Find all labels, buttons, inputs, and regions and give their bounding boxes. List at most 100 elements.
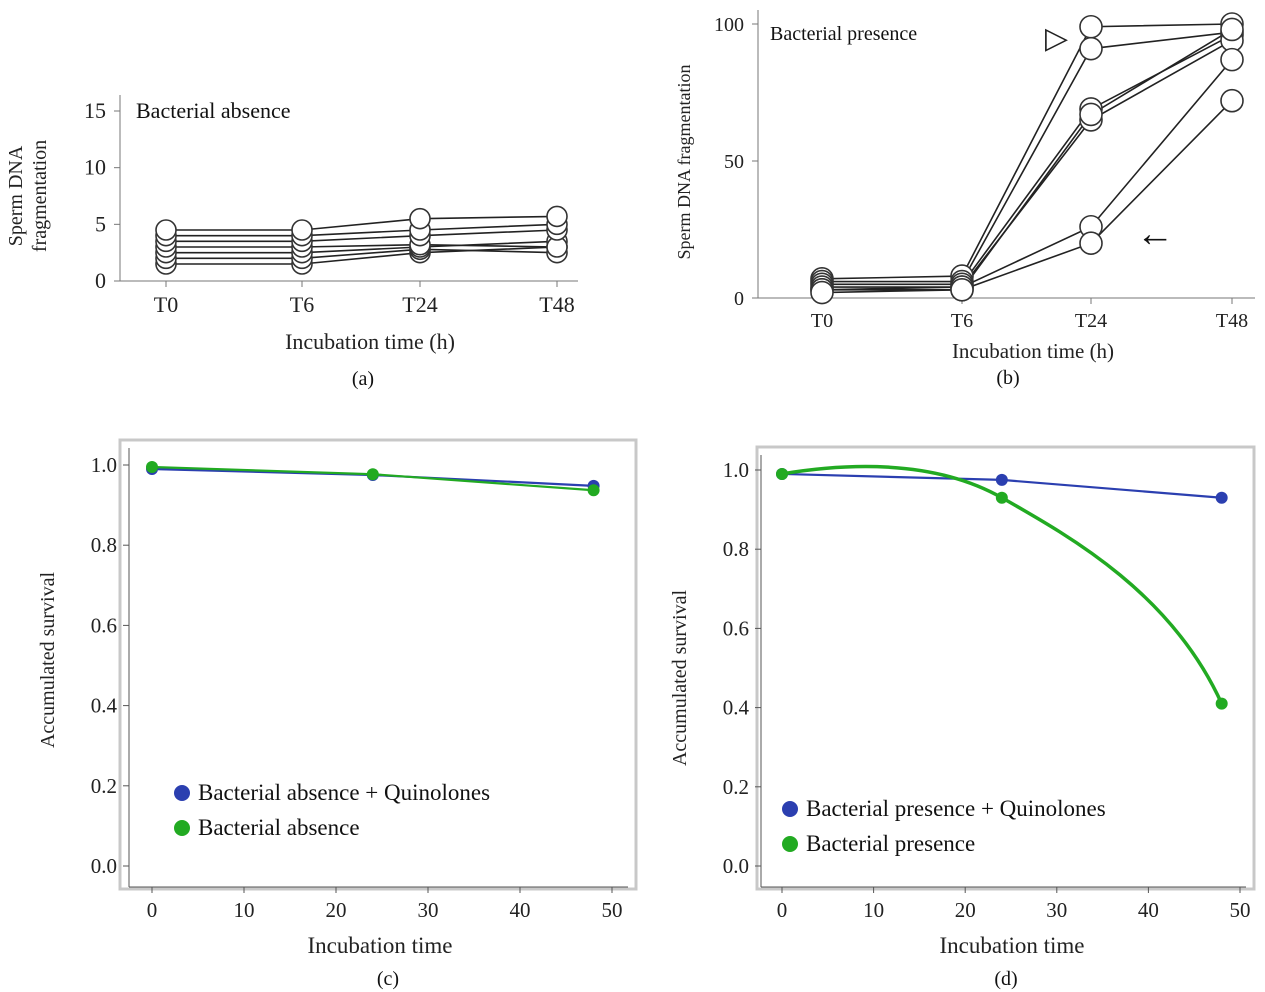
x-tick-label: T48: [539, 292, 574, 317]
series-line: [166, 223, 558, 237]
series-line: [166, 246, 558, 265]
x-tick-label: T48: [1216, 310, 1248, 332]
data-point: [146, 461, 158, 474]
y-tick-label: 5: [95, 211, 106, 236]
plot-frame: [755, 445, 1256, 891]
y-axis-label-line: fragmentation: [29, 140, 51, 252]
data-point: [950, 277, 974, 302]
y-tick-label: 0.6: [723, 616, 749, 640]
legend-marker: [782, 836, 798, 852]
x-tick-label: 40: [510, 898, 531, 922]
y-axis-label: Sperm DNA fragmentation: [674, 65, 694, 260]
y-tick-label: 0: [95, 268, 106, 293]
series-line: [821, 23, 1233, 280]
data-point: [155, 219, 177, 241]
legend-label: Bacterial presence: [806, 831, 975, 856]
x-tick-label: 30: [418, 898, 439, 922]
y-axis-label: Accumulated survival: [669, 590, 691, 766]
y-tick-label: 10: [84, 155, 106, 180]
panel-caption: (c): [377, 968, 399, 990]
x-tick-label: 50: [1230, 898, 1251, 922]
series-line: [822, 28, 1233, 291]
series-line: [166, 248, 558, 260]
data-point: [1215, 697, 1228, 710]
arrow-marker: ←: [1136, 213, 1174, 255]
legend-marker: [782, 801, 798, 817]
y-tick-label: 1.0: [91, 453, 117, 477]
y-tick-label: 0.0: [91, 854, 117, 878]
legend-label: Bacterial presence + Quinolones: [806, 796, 1106, 821]
panel-c: 0.0 0.2 0.4 0.6 0.8 1.0 0 10 20 30 40 50 Bacterial a…: [37, 438, 638, 990]
legend-label: Bacterial absence + Quinolones: [198, 780, 490, 805]
data-point: [366, 468, 379, 481]
x-tick-label: T6: [951, 310, 973, 332]
data-point: [409, 207, 431, 230]
data-point: [1220, 88, 1244, 113]
x-tick-label: 40: [1138, 898, 1159, 922]
x-axis-label: Incubation time (h): [285, 329, 455, 354]
y-axis-label: Sperm DNA fragmentation: [5, 140, 51, 252]
x-tick-label: 10: [234, 898, 255, 922]
x-axis-label: Incubation time (h): [952, 339, 1114, 363]
data-point: [1079, 36, 1103, 61]
x-axis-label: Incubation time: [940, 933, 1085, 958]
y-tick-label: 100: [714, 14, 744, 36]
x-tick-label: 50: [602, 898, 623, 922]
data-point: [1215, 491, 1228, 504]
legend-marker: [174, 820, 190, 836]
data-point: [995, 491, 1008, 504]
series-line: [821, 59, 1233, 291]
series-line: [166, 243, 558, 248]
x-tick-label: T24: [1075, 310, 1107, 332]
y-tick-label: 50: [724, 151, 744, 173]
series-line: [822, 31, 1233, 283]
data-point: [1079, 14, 1103, 39]
data-point: [1079, 102, 1103, 127]
y-tick-label: 0.8: [723, 537, 749, 561]
data-point: [810, 280, 834, 305]
y-axis-label: Accumulated survival: [37, 572, 59, 748]
legend-label: Bacterial absence: [198, 815, 360, 840]
x-tick-label: 0: [147, 898, 158, 922]
y-tick-label: 0.4: [91, 694, 118, 718]
x-tick-label: 20: [326, 898, 347, 922]
y-tick-label: 0.6: [91, 613, 117, 637]
data-point: [587, 484, 600, 497]
data-point: [291, 219, 313, 241]
panel-caption: (b): [996, 367, 1019, 389]
x-tick-label: T6: [290, 292, 314, 317]
panel-annotation: Bacterial presence: [770, 23, 917, 45]
data-point: [995, 473, 1008, 486]
series-line: [166, 215, 558, 231]
y-tick-label: 0: [734, 288, 744, 310]
x-tick-label: T0: [154, 292, 178, 317]
data-point: [546, 205, 568, 228]
y-axis-label-line: Sperm DNA: [5, 145, 27, 246]
x-tick-label: 20: [955, 898, 976, 922]
panel-caption: (a): [352, 368, 374, 390]
x-axis-label: Incubation time: [308, 933, 453, 958]
data-point: [776, 467, 788, 480]
panel-d: 0.0 0.2 0.4 0.6 0.8 1.0 0 10 20 30 40 50 Bacterial p…: [669, 445, 1256, 990]
x-tick-label: 10: [863, 898, 884, 922]
series-line: [166, 240, 558, 254]
y-tick-label: 0.4: [723, 696, 750, 720]
x-tick-label: 30: [1046, 898, 1067, 922]
legend-marker: [174, 785, 190, 801]
data-point: [1220, 47, 1244, 72]
data-point: [1079, 231, 1103, 255]
triangle-marker: ▷: [1045, 22, 1068, 55]
y-tick-label: 1.0: [723, 458, 749, 482]
panel-annotation: Bacterial absence: [136, 98, 291, 123]
x-tick-label: T24: [402, 292, 437, 317]
plot-frame: [118, 438, 638, 891]
y-tick-label: 0.0: [723, 854, 749, 878]
panel-caption: (d): [994, 968, 1017, 990]
series-line: [166, 229, 558, 243]
panel-a: 0 5 10 15 T0 T6 T24 T48 Bacterial absence Incubat…: [5, 95, 578, 390]
x-tick-label: T0: [811, 310, 833, 332]
y-tick-label: 0.2: [91, 774, 117, 798]
series-line: [821, 100, 1233, 294]
data-point: [1220, 17, 1244, 42]
